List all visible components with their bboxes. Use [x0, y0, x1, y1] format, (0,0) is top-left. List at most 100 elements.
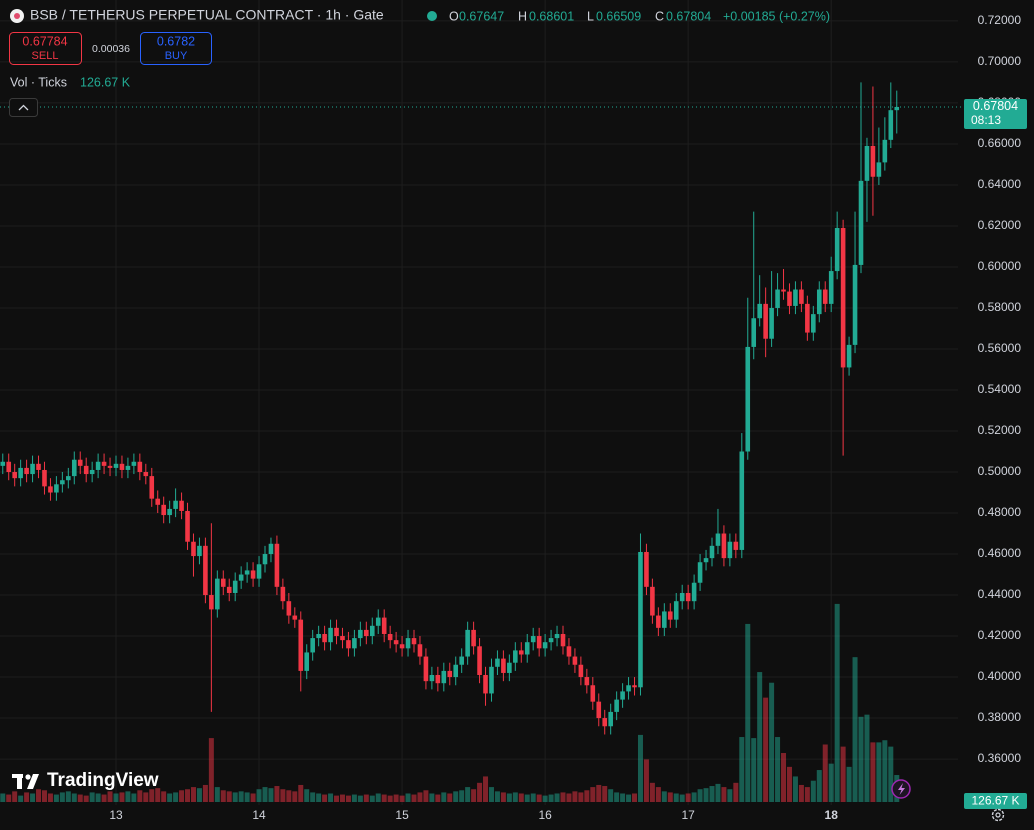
sell-label: SELL	[32, 50, 59, 62]
candle-body	[501, 658, 506, 673]
volume-bar	[405, 793, 411, 802]
volume-bar	[721, 787, 727, 802]
candle-body	[429, 675, 435, 682]
candle-body	[95, 461, 101, 470]
tradingview-logo: TradingView	[12, 770, 159, 791]
volume-bar	[214, 787, 220, 802]
candle-body	[113, 463, 119, 468]
candle-body	[882, 139, 888, 163]
candle-body	[310, 638, 315, 653]
volume-bar	[488, 787, 494, 802]
volume-bar	[870, 742, 876, 802]
candle-body	[739, 451, 745, 550]
candle-body	[316, 633, 321, 639]
x-tick-label: 18	[825, 808, 839, 822]
volume-badge-label: 126.67 K	[971, 794, 1019, 808]
candle-body	[560, 633, 566, 647]
candle-body	[775, 289, 780, 308]
candle-body	[745, 346, 751, 452]
volume-bar	[888, 746, 894, 802]
volume-bar	[77, 794, 83, 802]
volume-indicator-name[interactable]: Vol · Ticks	[10, 75, 67, 89]
volume-bar	[840, 746, 846, 802]
logo-shape	[17, 774, 22, 789]
volume-bar	[691, 792, 697, 802]
candle-body	[346, 640, 351, 649]
candle-body	[167, 508, 172, 516]
volume-bar	[763, 697, 769, 802]
candle-body	[18, 467, 23, 479]
volume-bar	[608, 789, 614, 802]
y-tick-label: 0.42000	[978, 628, 1022, 642]
candle-body	[334, 627, 339, 637]
candle-body	[161, 504, 166, 516]
volume-bar	[226, 791, 232, 802]
volume-bar	[584, 790, 590, 802]
gear-icon	[995, 812, 1001, 818]
symbol-title[interactable]: BSB / TETHERUS PERPETUAL CONTRACT · 1h ·…	[30, 7, 384, 23]
candle-body	[572, 656, 578, 665]
volume-bar	[262, 787, 268, 802]
candle-body	[131, 461, 137, 466]
volume-bar	[548, 794, 554, 802]
candle-body	[840, 228, 846, 368]
candle-body	[471, 629, 476, 647]
x-tick-label: 13	[109, 808, 123, 822]
y-tick-label: 0.50000	[978, 464, 1022, 478]
sell-price: 0.67784	[22, 34, 67, 48]
volume-bar	[298, 784, 304, 802]
candle-body	[662, 611, 667, 628]
candle-body	[566, 646, 572, 657]
candle-body	[542, 642, 548, 649]
candle-body	[322, 633, 327, 643]
volume-bar	[423, 790, 429, 802]
volume-bar	[185, 789, 191, 802]
candle-body	[66, 476, 71, 481]
candle-body	[304, 652, 310, 671]
buy-button[interactable]	[140, 32, 212, 65]
y-tick-label: 0.64000	[978, 177, 1022, 191]
volume-bar	[238, 791, 244, 802]
candle-body	[179, 500, 184, 511]
volume-bar	[334, 795, 340, 802]
chevron-icon	[18, 104, 29, 111]
volume-bar	[339, 794, 345, 802]
candle-body	[340, 636, 345, 641]
volume-bar	[387, 795, 393, 802]
volume-bar	[95, 793, 101, 802]
x-tick-label: 15	[395, 808, 409, 822]
ohlc-label: L	[587, 9, 594, 23]
volume-bar	[530, 793, 536, 802]
volume-bar	[804, 787, 810, 802]
candle-body	[12, 472, 17, 479]
volume-bar	[220, 790, 226, 802]
y-tick-label: 0.58000	[978, 300, 1022, 314]
volume-bar	[751, 738, 757, 802]
candle-body	[244, 570, 250, 575]
candle-body	[733, 541, 739, 550]
collapse-button[interactable]	[9, 98, 38, 117]
volume-pane	[0, 603, 900, 802]
candle-body	[864, 145, 870, 181]
volume-bar	[846, 766, 852, 802]
volume-bar	[83, 795, 89, 802]
settings-button[interactable]	[991, 808, 1005, 822]
volume-bar	[53, 794, 59, 802]
candle-body	[781, 289, 786, 292]
candle-body	[268, 543, 274, 555]
candle-body	[155, 498, 161, 505]
candle-body	[650, 586, 655, 616]
candle-body	[721, 533, 727, 559]
candle-body	[286, 601, 292, 616]
volume-bar	[512, 792, 518, 802]
volume-bar	[143, 792, 149, 802]
volume-bar	[786, 766, 792, 802]
candle-body	[799, 289, 804, 304]
sell-button[interactable]	[9, 32, 82, 65]
candle-body	[143, 472, 149, 477]
volume-bar	[0, 793, 6, 802]
candle-body	[381, 617, 387, 634]
candle-body	[691, 582, 697, 602]
candle-body	[232, 580, 238, 593]
